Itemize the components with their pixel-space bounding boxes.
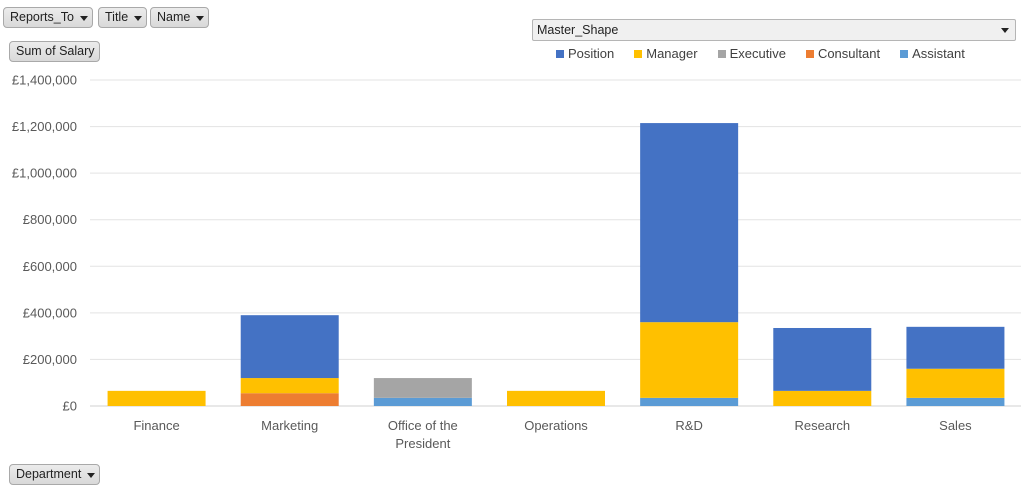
bar-segment-assistant[interactable]	[906, 397, 1005, 406]
legend-swatch	[717, 49, 726, 58]
legend-item-consultant[interactable]: Consultant	[805, 46, 881, 61]
legend-item-manager[interactable]: Manager	[634, 46, 698, 61]
dropdown-arrow-icon	[134, 15, 143, 21]
x-category-label: Operations	[524, 418, 588, 433]
legend-label: Executive	[729, 46, 786, 61]
axis-field-label: Department	[16, 467, 82, 481]
bar-segment-manager[interactable]	[507, 390, 605, 406]
legend-swatch	[634, 49, 643, 58]
bar-segment-position[interactable]	[240, 315, 339, 379]
x-category-label: Office of the	[388, 418, 458, 433]
legend-label: Consultant	[817, 46, 881, 61]
name-label: Name	[157, 10, 191, 24]
bar-segment-manager[interactable]	[107, 390, 206, 406]
y-tick-label: £1,200,000	[12, 119, 77, 134]
bar-segment-assistant[interactable]	[373, 397, 472, 406]
legend-label: Position	[568, 46, 615, 61]
x-category-label: Finance	[133, 418, 179, 433]
y-tick-label: £600,000	[23, 259, 77, 274]
x-category-label: Research	[794, 418, 850, 433]
legend-label: Assistant	[912, 46, 965, 61]
bar-segment-assistant[interactable]	[640, 397, 739, 406]
y-tick-label: £1,400,000	[12, 73, 77, 88]
y-tick-label: £200,000	[23, 352, 77, 367]
legend-swatch	[900, 49, 909, 58]
y-tick-label: £1,000,000	[12, 166, 77, 181]
legend-item-position[interactable]: Position	[556, 46, 614, 61]
legend-item-assistant[interactable]: Assistant	[900, 46, 965, 61]
title-label: Title	[105, 10, 129, 24]
y-tick-label: £800,000	[23, 212, 77, 227]
name-filter-button[interactable]: Name	[150, 7, 210, 28]
bar-segment-position[interactable]	[773, 327, 872, 391]
legend-swatch	[805, 49, 814, 58]
bar-segment-position[interactable]	[640, 123, 739, 323]
x-category-label: Marketing	[261, 418, 318, 433]
legend-label: Manager	[646, 46, 698, 61]
sum-of-salary-field-button[interactable]: Sum of Salary	[9, 41, 100, 62]
x-category-label: R&D	[675, 418, 702, 433]
reports-to-label: Reports_To	[10, 10, 74, 24]
legend-item-executive[interactable]: Executive	[717, 46, 786, 61]
x-category-label: Sales	[939, 418, 972, 433]
reports-to-filter-button[interactable]: Reports_To	[3, 7, 93, 28]
x-category-label: President	[395, 436, 450, 451]
bar-segment-manager[interactable]	[640, 322, 739, 398]
master-shape-legend-field-dropdown[interactable]: Master_Shape	[532, 19, 1016, 41]
bar-segment-consultant[interactable]	[240, 393, 339, 406]
bar-segment-manager[interactable]	[906, 368, 1005, 398]
bar-segment-executive[interactable]	[373, 378, 472, 398]
bar-segment-position[interactable]	[906, 326, 1005, 369]
chart-legend: Position Manager Executive Consultant Assist…	[556, 46, 965, 61]
dropdown-arrow-icon	[87, 472, 96, 478]
title-filter-button[interactable]: Title	[98, 7, 148, 28]
dropdown-arrow-icon	[79, 15, 88, 21]
bar-segment-manager[interactable]	[773, 390, 872, 406]
dropdown-arrow-icon	[1001, 27, 1009, 33]
dropdown-arrow-icon	[196, 15, 205, 21]
bar-segment-manager[interactable]	[240, 378, 339, 394]
legend-field-label: Master_Shape	[537, 23, 619, 37]
department-axis-field-button[interactable]: Department	[9, 464, 101, 485]
y-tick-label: £400,000	[23, 305, 77, 320]
legend-swatch	[556, 49, 564, 58]
y-tick-label: £0	[63, 399, 77, 414]
values-field-label: Sum of Salary	[16, 44, 95, 58]
